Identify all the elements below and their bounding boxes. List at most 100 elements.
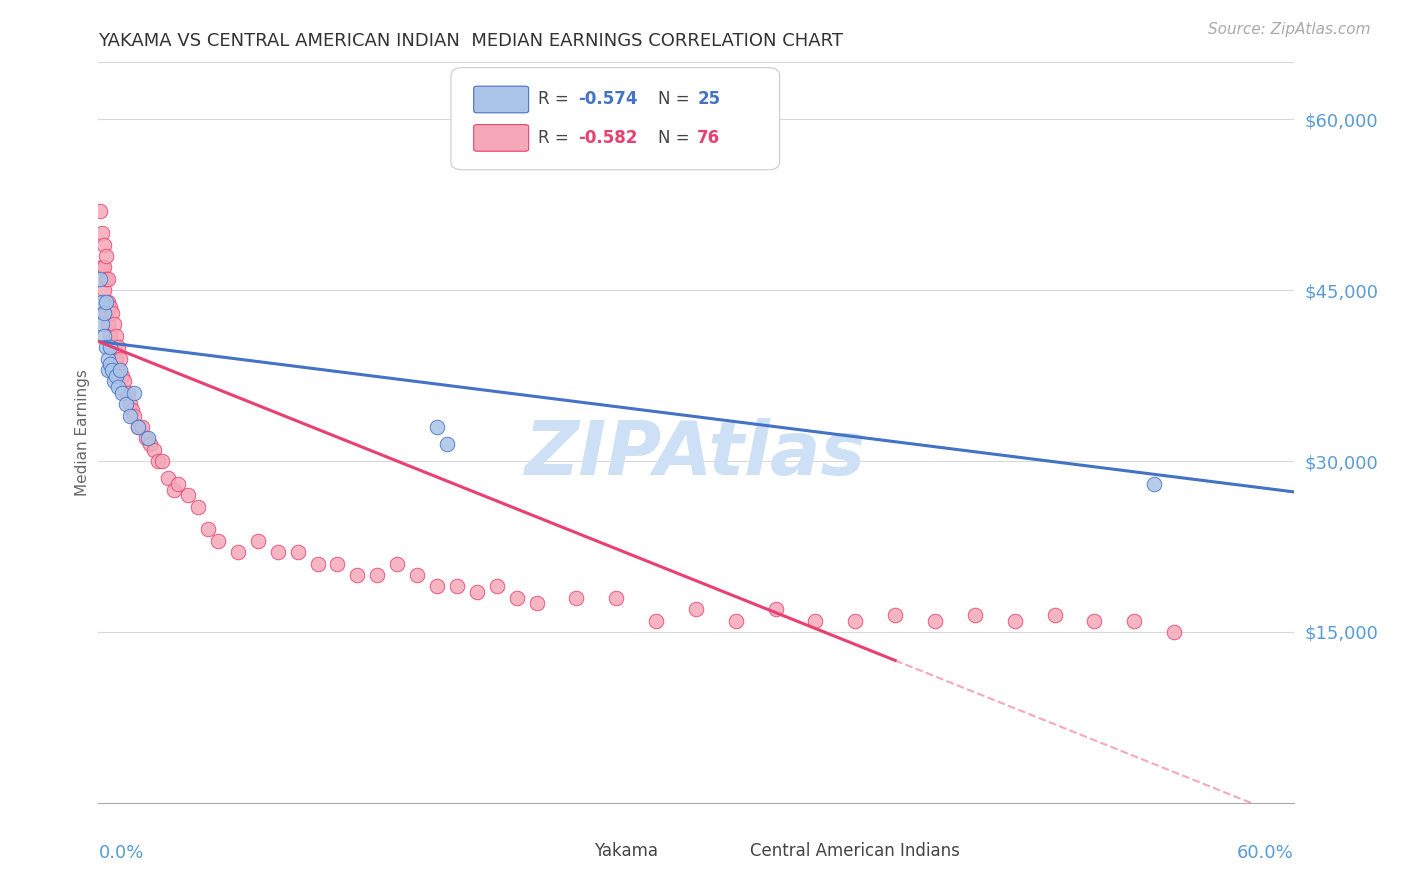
- Point: [98, 357, 122, 371]
- Point: [1123, 614, 1146, 628]
- Point: [246, 533, 269, 548]
- Point: [120, 409, 142, 423]
- Point: [157, 471, 180, 485]
- Point: [1043, 607, 1066, 622]
- Point: [93, 306, 115, 320]
- Point: [111, 385, 134, 400]
- Text: N =: N =: [658, 129, 695, 147]
- Point: [124, 385, 146, 400]
- Point: [115, 385, 138, 400]
- Point: [148, 454, 170, 468]
- Point: [97, 318, 120, 332]
- Point: [177, 488, 200, 502]
- Text: 25: 25: [697, 90, 720, 109]
- Text: Central American Indians: Central American Indians: [749, 842, 960, 860]
- FancyBboxPatch shape: [451, 68, 780, 169]
- Text: -0.582: -0.582: [578, 129, 637, 147]
- Point: [963, 607, 986, 622]
- Point: [167, 476, 190, 491]
- Point: [112, 375, 135, 389]
- Point: [121, 402, 143, 417]
- Text: R =: R =: [538, 90, 574, 109]
- Point: [107, 340, 129, 354]
- Point: [685, 602, 707, 616]
- Point: [96, 340, 118, 354]
- Point: [226, 545, 249, 559]
- Point: [150, 454, 173, 468]
- Point: [117, 385, 139, 400]
- Point: [163, 483, 186, 497]
- Point: [97, 351, 120, 366]
- Point: [645, 614, 668, 628]
- Text: Yakama: Yakama: [595, 842, 658, 860]
- Point: [96, 294, 118, 309]
- Point: [605, 591, 627, 605]
- Point: [101, 306, 124, 320]
- Point: [287, 545, 309, 559]
- Point: [526, 597, 548, 611]
- Point: [91, 294, 114, 309]
- Point: [124, 409, 146, 423]
- Point: [103, 340, 125, 354]
- Point: [446, 579, 468, 593]
- Point: [724, 614, 747, 628]
- Point: [135, 431, 157, 445]
- Point: [97, 272, 120, 286]
- Point: [91, 227, 114, 241]
- Point: [89, 272, 111, 286]
- Point: [406, 568, 429, 582]
- Point: [1083, 614, 1105, 628]
- FancyBboxPatch shape: [544, 840, 585, 862]
- Point: [107, 380, 129, 394]
- Point: [207, 533, 229, 548]
- Text: 60.0%: 60.0%: [1237, 844, 1294, 862]
- Point: [105, 328, 128, 343]
- Point: [139, 437, 162, 451]
- Text: YAKAMA VS CENTRAL AMERICAN INDIAN  MEDIAN EARNINGS CORRELATION CHART: YAKAMA VS CENTRAL AMERICAN INDIAN MEDIAN…: [98, 32, 844, 50]
- Point: [115, 397, 138, 411]
- Point: [98, 340, 122, 354]
- Point: [1143, 476, 1166, 491]
- Point: [844, 614, 866, 628]
- Point: [426, 420, 449, 434]
- Point: [93, 328, 115, 343]
- Point: [101, 340, 124, 354]
- Text: 0.0%: 0.0%: [98, 844, 143, 862]
- Point: [97, 363, 120, 377]
- Point: [98, 328, 122, 343]
- Point: [96, 306, 118, 320]
- Point: [1163, 624, 1185, 639]
- Text: ZIPAtlas: ZIPAtlas: [526, 418, 866, 491]
- Point: [506, 591, 529, 605]
- Point: [97, 294, 120, 309]
- Point: [91, 318, 114, 332]
- Point: [143, 442, 166, 457]
- Point: [105, 368, 128, 383]
- Point: [436, 437, 458, 451]
- Point: [111, 368, 134, 383]
- Point: [103, 318, 125, 332]
- Point: [105, 351, 128, 366]
- Point: [884, 607, 907, 622]
- Point: [131, 420, 153, 434]
- Point: [765, 602, 787, 616]
- Point: [127, 420, 149, 434]
- Point: [565, 591, 588, 605]
- Point: [93, 260, 115, 275]
- Point: [924, 614, 946, 628]
- FancyBboxPatch shape: [474, 87, 529, 112]
- Text: Source: ZipAtlas.com: Source: ZipAtlas.com: [1208, 22, 1371, 37]
- Point: [267, 545, 290, 559]
- Point: [110, 351, 132, 366]
- Point: [96, 272, 118, 286]
- Point: [127, 420, 149, 434]
- FancyBboxPatch shape: [474, 125, 529, 152]
- Point: [804, 614, 827, 628]
- Point: [110, 363, 132, 377]
- Point: [93, 237, 115, 252]
- Point: [187, 500, 209, 514]
- Text: 76: 76: [697, 129, 720, 147]
- Point: [91, 260, 114, 275]
- Text: N =: N =: [658, 90, 695, 109]
- Point: [465, 585, 488, 599]
